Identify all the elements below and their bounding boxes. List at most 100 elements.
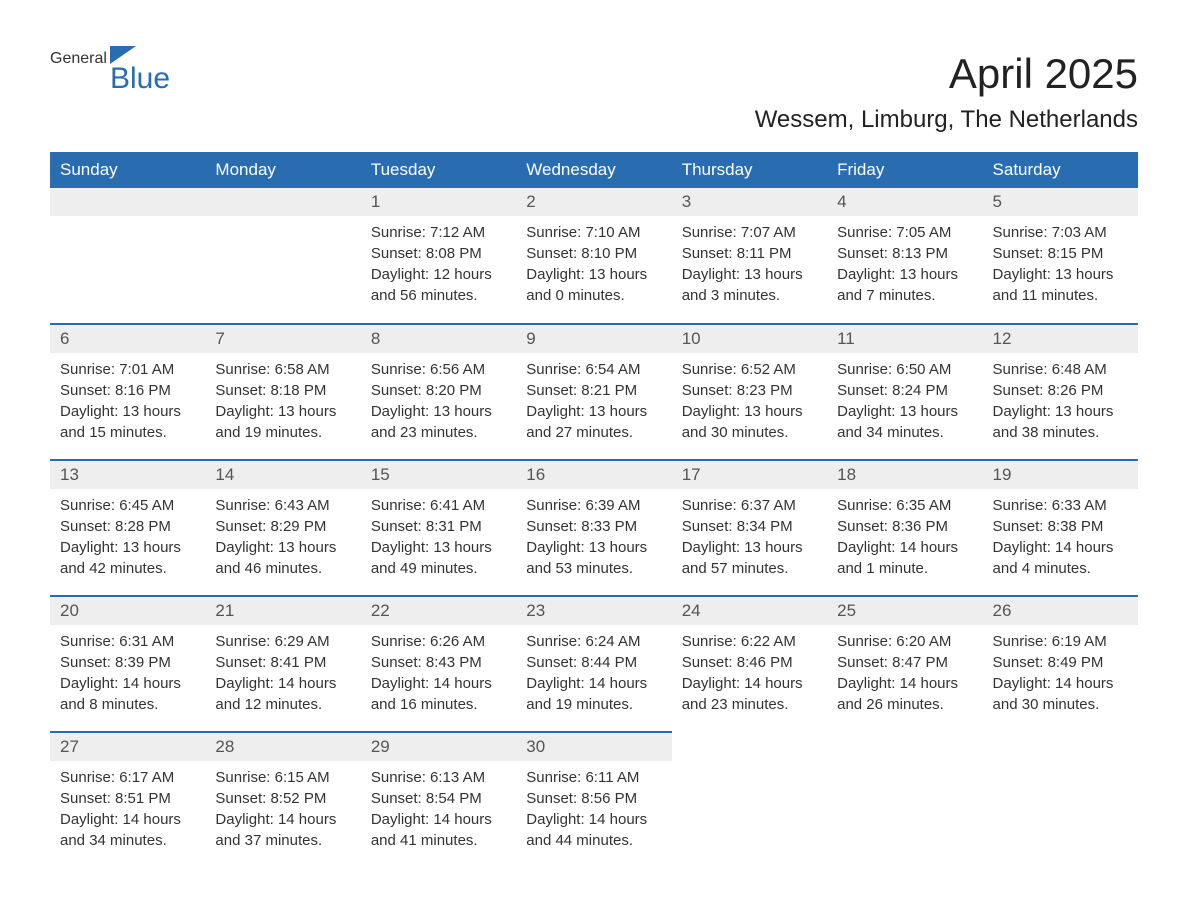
daylight-text: Daylight: 13 hours and 23 minutes. [371, 401, 506, 443]
logo-triangle-icon [110, 46, 136, 64]
sunrise-text: Sunrise: 6:54 AM [526, 359, 661, 380]
daylight-text: Daylight: 13 hours and 0 minutes. [526, 264, 661, 306]
date-number: 14 [205, 459, 360, 489]
day-content: Sunrise: 6:33 AMSunset: 8:38 PMDaylight:… [983, 489, 1138, 595]
date-number: 9 [516, 323, 671, 353]
date-number: 16 [516, 459, 671, 489]
sunset-text: Sunset: 8:44 PM [526, 652, 661, 673]
daylight-text: Daylight: 14 hours and 12 minutes. [215, 673, 350, 715]
sunrise-text: Sunrise: 6:13 AM [371, 767, 506, 788]
day-content: Sunrise: 7:03 AMSunset: 8:15 PMDaylight:… [983, 216, 1138, 322]
logo-general-text: General [50, 50, 107, 68]
sunset-text: Sunset: 8:51 PM [60, 788, 195, 809]
date-number: 15 [361, 459, 516, 489]
daylight-text: Daylight: 12 hours and 56 minutes. [371, 264, 506, 306]
date-number: 26 [983, 595, 1138, 625]
daylight-text: Daylight: 14 hours and 4 minutes. [993, 537, 1128, 579]
day-content: Sunrise: 6:13 AMSunset: 8:54 PMDaylight:… [361, 761, 516, 867]
sunrise-text: Sunrise: 6:45 AM [60, 495, 195, 516]
day-cell: 18Sunrise: 6:35 AMSunset: 8:36 PMDayligh… [827, 459, 982, 595]
day-content: Sunrise: 6:24 AMSunset: 8:44 PMDaylight:… [516, 625, 671, 731]
date-number: 1 [361, 188, 516, 216]
day-content: Sunrise: 7:01 AMSunset: 8:16 PMDaylight:… [50, 353, 205, 459]
day-content: Sunrise: 6:58 AMSunset: 8:18 PMDaylight:… [205, 353, 360, 459]
day-content: Sunrise: 6:48 AMSunset: 8:26 PMDaylight:… [983, 353, 1138, 459]
day-cell: 9Sunrise: 6:54 AMSunset: 8:21 PMDaylight… [516, 323, 671, 459]
sunrise-text: Sunrise: 6:29 AM [215, 631, 350, 652]
sunset-text: Sunset: 8:52 PM [215, 788, 350, 809]
daylight-text: Daylight: 13 hours and 38 minutes. [993, 401, 1128, 443]
date-number: 23 [516, 595, 671, 625]
day-header: Monday [205, 152, 360, 188]
date-number: 12 [983, 323, 1138, 353]
day-content: Sunrise: 6:35 AMSunset: 8:36 PMDaylight:… [827, 489, 982, 595]
day-cell [205, 188, 360, 323]
daylight-text: Daylight: 14 hours and 34 minutes. [60, 809, 195, 851]
sunrise-text: Sunrise: 6:20 AM [837, 631, 972, 652]
logo: General Blue [50, 50, 170, 96]
calendar: SundayMondayTuesdayWednesdayThursdayFrid… [50, 152, 1138, 867]
day-header: Wednesday [516, 152, 671, 188]
sunset-text: Sunset: 8:33 PM [526, 516, 661, 537]
sunrise-text: Sunrise: 6:17 AM [60, 767, 195, 788]
sunset-text: Sunset: 8:41 PM [215, 652, 350, 673]
day-cell: 19Sunrise: 6:33 AMSunset: 8:38 PMDayligh… [983, 459, 1138, 595]
daylight-text: Daylight: 14 hours and 30 minutes. [993, 673, 1128, 715]
day-cell: 6Sunrise: 7:01 AMSunset: 8:16 PMDaylight… [50, 323, 205, 459]
day-cell [827, 731, 982, 867]
day-content: Sunrise: 6:39 AMSunset: 8:33 PMDaylight:… [516, 489, 671, 595]
daylight-text: Daylight: 13 hours and 42 minutes. [60, 537, 195, 579]
date-number: 25 [827, 595, 982, 625]
day-content: Sunrise: 6:43 AMSunset: 8:29 PMDaylight:… [205, 489, 360, 595]
day-cell: 30Sunrise: 6:11 AMSunset: 8:56 PMDayligh… [516, 731, 671, 867]
sunset-text: Sunset: 8:46 PM [682, 652, 817, 673]
daylight-text: Daylight: 14 hours and 44 minutes. [526, 809, 661, 851]
sunrise-text: Sunrise: 6:35 AM [837, 495, 972, 516]
weeks-container: 1Sunrise: 7:12 AMSunset: 8:08 PMDaylight… [50, 188, 1138, 867]
daylight-text: Daylight: 14 hours and 8 minutes. [60, 673, 195, 715]
date-number: 13 [50, 459, 205, 489]
date-number: 19 [983, 459, 1138, 489]
sunrise-text: Sunrise: 7:10 AM [526, 222, 661, 243]
sunrise-text: Sunrise: 6:15 AM [215, 767, 350, 788]
day-cell: 21Sunrise: 6:29 AMSunset: 8:41 PMDayligh… [205, 595, 360, 731]
day-cell: 22Sunrise: 6:26 AMSunset: 8:43 PMDayligh… [361, 595, 516, 731]
sunrise-text: Sunrise: 7:03 AM [993, 222, 1128, 243]
date-number [827, 731, 982, 759]
date-number: 30 [516, 731, 671, 761]
logo-blue-text: Blue [110, 62, 170, 96]
day-cell: 29Sunrise: 6:13 AMSunset: 8:54 PMDayligh… [361, 731, 516, 867]
sunset-text: Sunset: 8:13 PM [837, 243, 972, 264]
day-cell: 2Sunrise: 7:10 AMSunset: 8:10 PMDaylight… [516, 188, 671, 323]
day-cell [983, 731, 1138, 867]
daylight-text: Daylight: 14 hours and 41 minutes. [371, 809, 506, 851]
day-cell: 1Sunrise: 7:12 AMSunset: 8:08 PMDaylight… [361, 188, 516, 323]
sunrise-text: Sunrise: 6:22 AM [682, 631, 817, 652]
sunrise-text: Sunrise: 6:52 AM [682, 359, 817, 380]
sunrise-text: Sunrise: 6:11 AM [526, 767, 661, 788]
day-cell: 17Sunrise: 6:37 AMSunset: 8:34 PMDayligh… [672, 459, 827, 595]
sunset-text: Sunset: 8:39 PM [60, 652, 195, 673]
daylight-text: Daylight: 13 hours and 19 minutes. [215, 401, 350, 443]
day-cell: 24Sunrise: 6:22 AMSunset: 8:46 PMDayligh… [672, 595, 827, 731]
day-header: Sunday [50, 152, 205, 188]
day-content: Sunrise: 6:29 AMSunset: 8:41 PMDaylight:… [205, 625, 360, 731]
page-title: April 2025 [949, 50, 1138, 98]
daylight-text: Daylight: 14 hours and 37 minutes. [215, 809, 350, 851]
day-cell: 28Sunrise: 6:15 AMSunset: 8:52 PMDayligh… [205, 731, 360, 867]
daylight-text: Daylight: 13 hours and 11 minutes. [993, 264, 1128, 306]
day-content: Sunrise: 6:26 AMSunset: 8:43 PMDaylight:… [361, 625, 516, 731]
sunset-text: Sunset: 8:29 PM [215, 516, 350, 537]
day-cell: 8Sunrise: 6:56 AMSunset: 8:20 PMDaylight… [361, 323, 516, 459]
day-content: Sunrise: 6:37 AMSunset: 8:34 PMDaylight:… [672, 489, 827, 595]
sunset-text: Sunset: 8:31 PM [371, 516, 506, 537]
day-cell: 25Sunrise: 6:20 AMSunset: 8:47 PMDayligh… [827, 595, 982, 731]
sunset-text: Sunset: 8:47 PM [837, 652, 972, 673]
sunset-text: Sunset: 8:08 PM [371, 243, 506, 264]
day-content: Sunrise: 6:52 AMSunset: 8:23 PMDaylight:… [672, 353, 827, 459]
day-cell: 27Sunrise: 6:17 AMSunset: 8:51 PMDayligh… [50, 731, 205, 867]
day-headers-row: SundayMondayTuesdayWednesdayThursdayFrid… [50, 152, 1138, 188]
sunset-text: Sunset: 8:16 PM [60, 380, 195, 401]
week-row: 27Sunrise: 6:17 AMSunset: 8:51 PMDayligh… [50, 731, 1138, 867]
date-number: 21 [205, 595, 360, 625]
